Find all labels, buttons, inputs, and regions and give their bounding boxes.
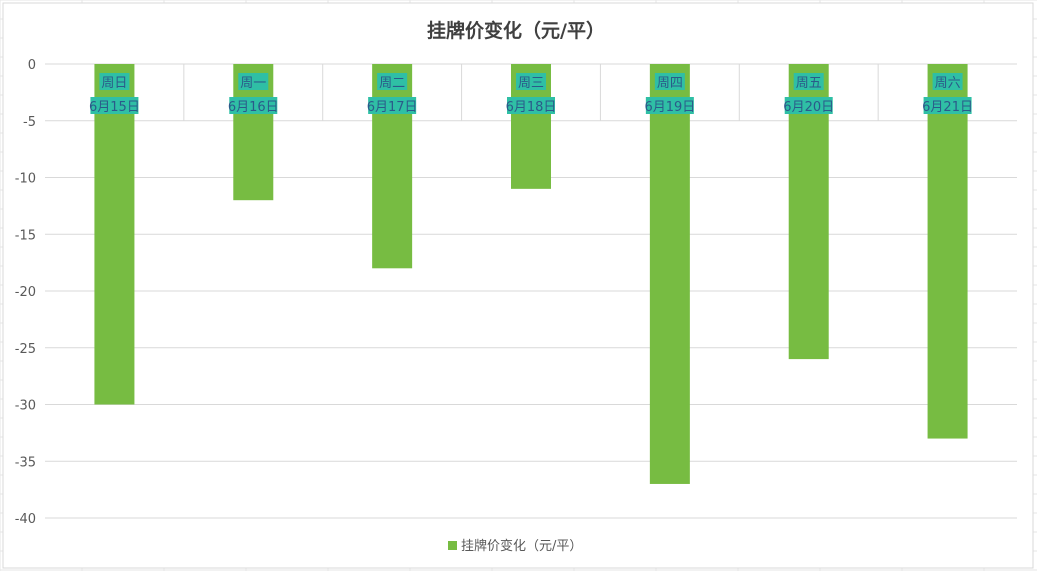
category-date-label: 6月16日 (228, 100, 279, 115)
category-day-label-bg (516, 73, 546, 90)
bar (927, 64, 968, 439)
y-tick-label: -5 (23, 115, 36, 130)
y-tick-label: -20 (15, 285, 36, 300)
category-day-label-bg (793, 73, 824, 90)
category-day-label-bg (238, 73, 269, 90)
y-tick-label: -15 (15, 228, 36, 243)
category-day-label-bg (377, 73, 408, 90)
category-date-label-bg (368, 97, 417, 114)
category-day-label-bg (654, 73, 685, 90)
legend-label: 挂牌价变化（元/平） (461, 538, 582, 554)
y-tick-label: -30 (15, 399, 36, 414)
category-day-label: 周二 (379, 76, 405, 91)
legend: 挂牌价变化（元/平） (448, 538, 582, 554)
y-tick-label: -35 (15, 455, 36, 470)
category-date-label: 6月18日 (506, 100, 557, 115)
y-tick-label: -25 (15, 342, 36, 357)
category-date-label: 6月20日 (783, 100, 834, 115)
category-day-label-bg (932, 73, 963, 90)
category-day-label: 周三 (518, 76, 544, 91)
category-date-label: 6月19日 (644, 100, 695, 115)
category-day-label: 周日 (101, 76, 127, 91)
category-date-label-bg (784, 97, 833, 114)
category-date-label-bg (90, 97, 139, 114)
category-date-label-bg (923, 97, 972, 114)
category-date-label-bg (507, 97, 555, 114)
legend-swatch (448, 541, 457, 550)
category-date-label: 6月17日 (367, 100, 418, 115)
category-date-label-bg (645, 97, 694, 114)
y-tick-label: -10 (15, 172, 36, 187)
category-day-label: 周五 (796, 76, 822, 91)
category-labels: 周日 6月15日 周一 6月16日 周二 6月17日 周三 6月18日 周四 6月19日 周五 6月2… (89, 73, 973, 115)
category-day-label-bg (99, 73, 130, 90)
category-day-label: 周一 (240, 76, 266, 91)
bar (372, 64, 413, 269)
chart-title: 挂牌价变化（元/平） (427, 19, 605, 42)
category-date-label-bg (229, 97, 278, 114)
category-date-label: 6月15日 (89, 100, 140, 115)
y-tick-label: -40 (15, 512, 36, 527)
bar (649, 64, 690, 484)
category-date-label: 6月21日 (922, 100, 973, 115)
bar (94, 64, 135, 405)
category-day-label: 周六 (935, 76, 961, 91)
y-axis-tick-labels: 0 -5 -10 -15 -20 -25 -30 -35 -40 (15, 58, 36, 527)
y-tick-label: 0 (28, 58, 36, 73)
category-day-label: 周四 (657, 76, 683, 91)
